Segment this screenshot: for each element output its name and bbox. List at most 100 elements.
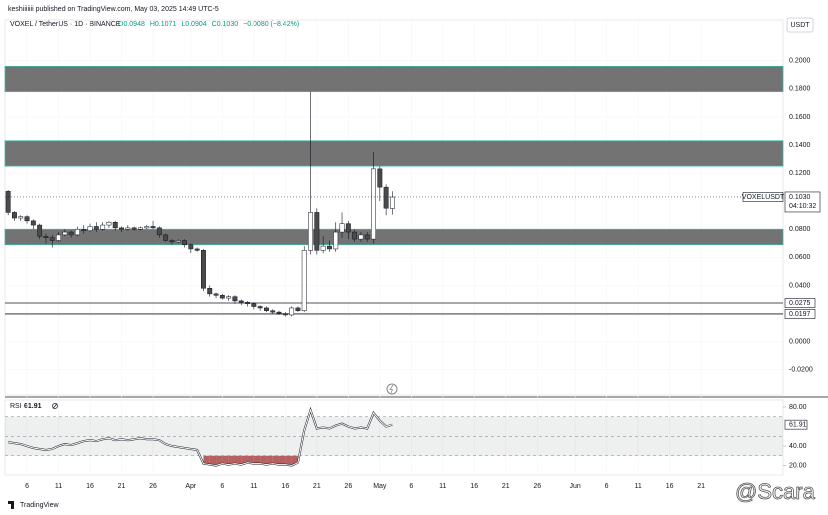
candle-body — [175, 240, 181, 243]
oversold-fill — [247, 455, 254, 464]
candle-body — [163, 234, 169, 241]
oversold-fill — [285, 455, 292, 466]
oversold-fill — [234, 455, 242, 465]
rsi-icon-slash — [52, 403, 58, 409]
candle-body — [93, 226, 99, 230]
rsi-value-label: 61.91 — [789, 422, 807, 429]
y-tick-label: 0.1200 — [789, 170, 811, 177]
oversold-fill — [228, 455, 235, 465]
candle-body — [320, 245, 326, 251]
candle-body — [245, 302, 250, 304]
oversold-fill — [260, 455, 267, 465]
x-tick-label: 16 — [666, 483, 674, 490]
candle-body — [188, 244, 194, 250]
candle-body — [282, 313, 288, 316]
candle-body — [345, 223, 351, 233]
rsi-icon[interactable] — [52, 403, 58, 409]
y-tick-label: 0.0000 — [789, 338, 811, 345]
candle-body — [207, 288, 213, 295]
y-tick-label: 0.2000 — [789, 58, 811, 65]
candle-body — [270, 310, 276, 313]
x-tick-label: 6 — [409, 483, 413, 490]
logo-mark — [8, 501, 14, 509]
candle-body — [301, 250, 307, 311]
zone — [4, 228, 784, 246]
oversold-fill — [266, 455, 273, 465]
candle-body — [169, 240, 175, 243]
candle-body — [100, 224, 106, 230]
candle-body — [238, 300, 244, 303]
candle-body — [308, 212, 313, 251]
y-tick-label: -0.0200 — [789, 367, 813, 374]
x-tick-label: 11 — [55, 483, 62, 490]
x-tick-label: 26 — [344, 483, 352, 490]
ohlc-value: L0.0904 — [181, 21, 206, 28]
candle-body — [137, 227, 143, 230]
candle-body — [119, 227, 124, 230]
x-tick-label: 6 — [25, 483, 29, 490]
y-tick-label: 0.1600 — [789, 114, 811, 121]
candle-body — [276, 311, 282, 314]
candle-body — [62, 231, 68, 236]
candle-body — [383, 186, 389, 209]
currency[interactable]: USDT — [790, 22, 810, 29]
candle-body — [156, 227, 162, 236]
candle-body — [43, 236, 49, 238]
candle-body — [194, 248, 200, 251]
candle-body — [251, 303, 257, 307]
zone — [4, 65, 784, 93]
candle-body — [74, 229, 80, 236]
candle-body — [87, 226, 93, 231]
candle-body — [49, 237, 55, 241]
candle-body — [68, 231, 74, 236]
last-price-label: 0.1030 — [789, 194, 811, 201]
candle-body — [377, 168, 383, 188]
x-tick-label: Jun — [569, 483, 580, 490]
ohlc-value: O0.0948 — [118, 21, 145, 28]
candle-body — [263, 307, 269, 311]
x-tick-label: 26 — [533, 483, 541, 490]
symbol-label: VOXELUSDT — [742, 194, 785, 201]
y-tick-label: 20.00 — [789, 462, 807, 469]
x-tick-label: Apr — [185, 483, 197, 490]
candle-body — [339, 223, 345, 233]
candle-body — [352, 231, 358, 240]
candle-body — [314, 212, 320, 251]
candle-body — [37, 224, 43, 237]
candle-body — [11, 212, 17, 219]
candle-body — [18, 216, 24, 219]
candle-body — [56, 234, 61, 241]
alert-bolt — [389, 384, 394, 394]
rsi-value-box — [784, 419, 808, 430]
level-label: 0.0275 — [789, 300, 811, 307]
x-tick-label: 11 — [250, 483, 257, 490]
candle-body — [30, 220, 36, 226]
y-tick-label: 80.00 — [789, 404, 807, 411]
alert-icon[interactable] — [386, 383, 398, 395]
y-tick-label: 40.00 — [789, 443, 807, 450]
ohlc-value: C0.1030 — [212, 21, 239, 28]
candle-body — [389, 196, 395, 209]
y-tick-label: 0.1800 — [789, 86, 811, 93]
rsi-title: RSI — [10, 403, 22, 410]
symbol-box — [742, 192, 784, 202]
level-label-box — [784, 309, 816, 319]
currency-button[interactable] — [786, 17, 814, 33]
oversold-fill — [279, 455, 286, 465]
x-tick-label: 21 — [502, 483, 510, 490]
x-tick-label: 26 — [149, 483, 157, 490]
x-tick-label: 11 — [634, 483, 641, 490]
candle-body — [125, 227, 131, 230]
candle-body — [232, 296, 238, 302]
level-label-box — [784, 298, 816, 308]
ohlc-value: H0.1071 — [150, 21, 177, 28]
countdown: 04:10:32 — [789, 203, 816, 210]
ohlc-value: −0.0080 (−8.42%) — [243, 21, 299, 28]
watermark: @Scara — [735, 479, 816, 504]
x-tick-label: May — [373, 483, 387, 490]
candle-body — [289, 307, 295, 316]
y-tick-label: 0.0600 — [789, 254, 811, 261]
oversold-fill — [209, 455, 217, 466]
